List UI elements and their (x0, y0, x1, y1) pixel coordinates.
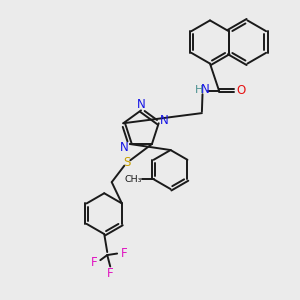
Text: N: N (120, 141, 128, 154)
Text: F: F (120, 247, 127, 260)
Text: N: N (136, 98, 146, 111)
Text: F: F (90, 256, 97, 269)
Text: N: N (160, 114, 169, 127)
Text: F: F (107, 267, 113, 280)
Text: H: H (195, 85, 203, 95)
Text: N: N (201, 83, 210, 96)
Text: O: O (236, 84, 245, 97)
Text: S: S (124, 156, 131, 169)
Text: CH₃: CH₃ (125, 175, 142, 184)
